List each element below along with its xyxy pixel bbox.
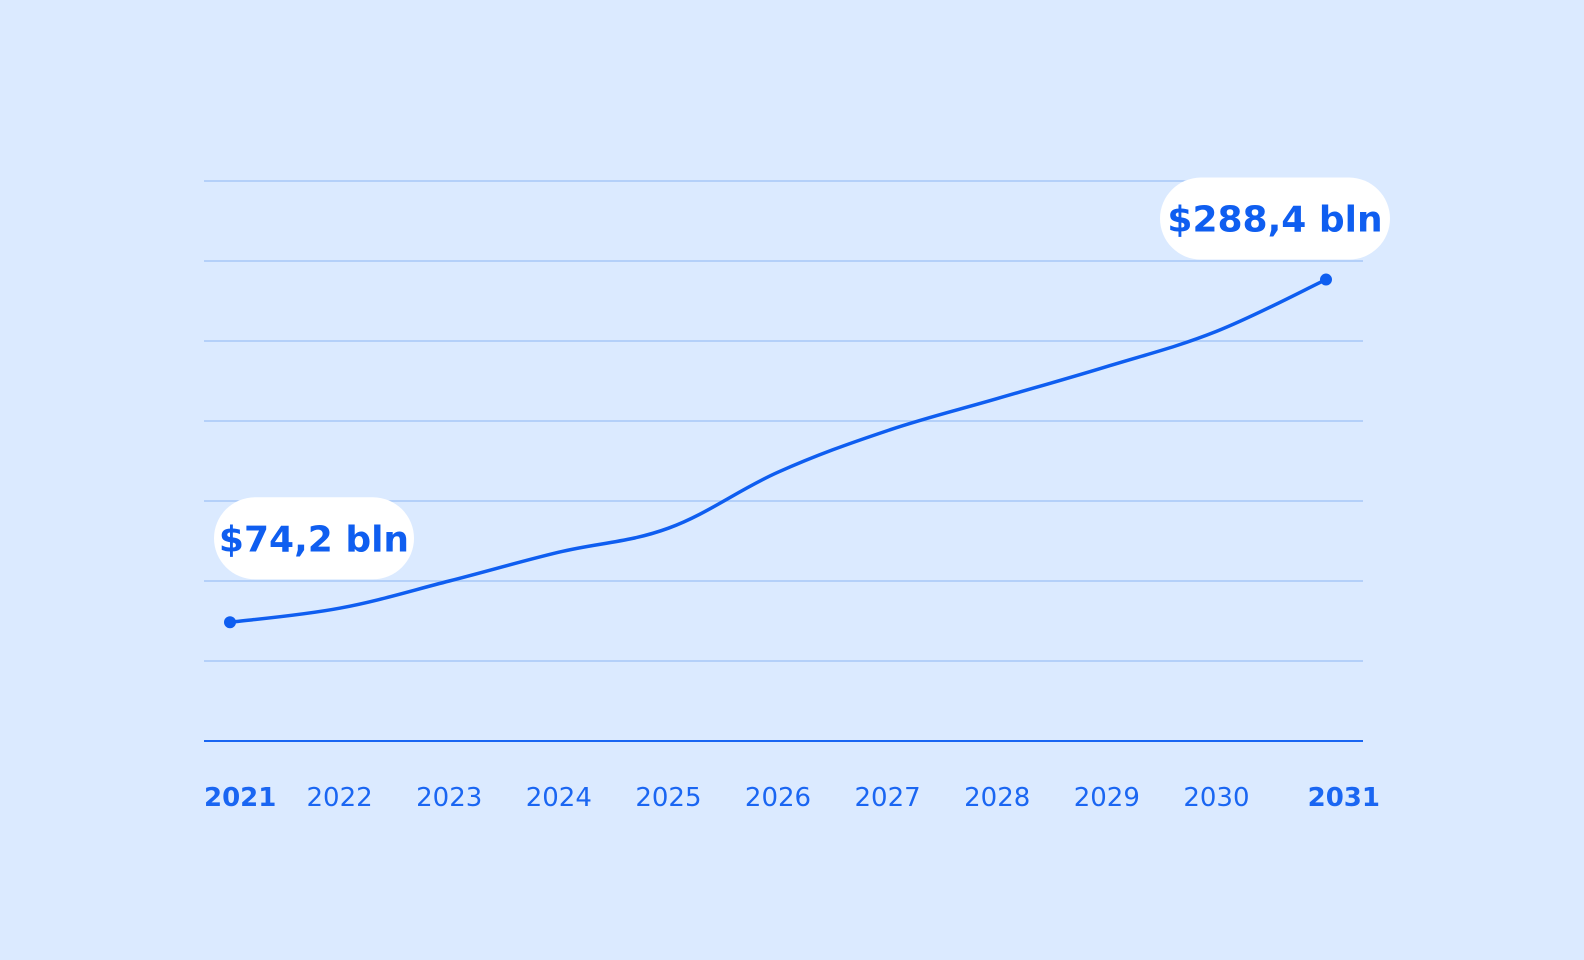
x-tick-label: 2021: [204, 783, 276, 813]
endpoint-marker: [224, 616, 236, 629]
x-tick-label: 2025: [635, 783, 701, 813]
series-line: [228, 277, 1328, 625]
x-tick-label: 2026: [745, 783, 811, 813]
callout-label: $288,4 bln: [1167, 200, 1382, 241]
x-tick-label: 2022: [307, 783, 373, 813]
x-tick-label: 2024: [526, 783, 592, 813]
endpoint-markers: [224, 273, 1332, 629]
grid-lines: [204, 180, 1363, 662]
callout-bubble: [214, 497, 414, 580]
x-tick-label: 2027: [855, 783, 921, 813]
value-callout: $288,4 bln: [1160, 177, 1390, 260]
x-tick-label: 2029: [1074, 783, 1140, 813]
x-tick-label: 2031: [1308, 783, 1380, 813]
callout-bubble: [1160, 177, 1390, 260]
endpoint-marker: [1320, 273, 1332, 286]
x-tick-label: 2028: [964, 783, 1030, 813]
x-tick-labels: 2021 2022 2023 2024 2025 2026 2027 2028 2029 2030…: [204, 783, 1380, 813]
value-callouts: $74,2 bln $288,4 bln: [214, 177, 1390, 580]
x-tick-label: 2030: [1183, 783, 1249, 813]
x-tick-label: 2023: [416, 783, 482, 813]
callout-label: $74,2 bln: [219, 519, 409, 560]
value-callout: $74,2 bln: [214, 497, 414, 580]
